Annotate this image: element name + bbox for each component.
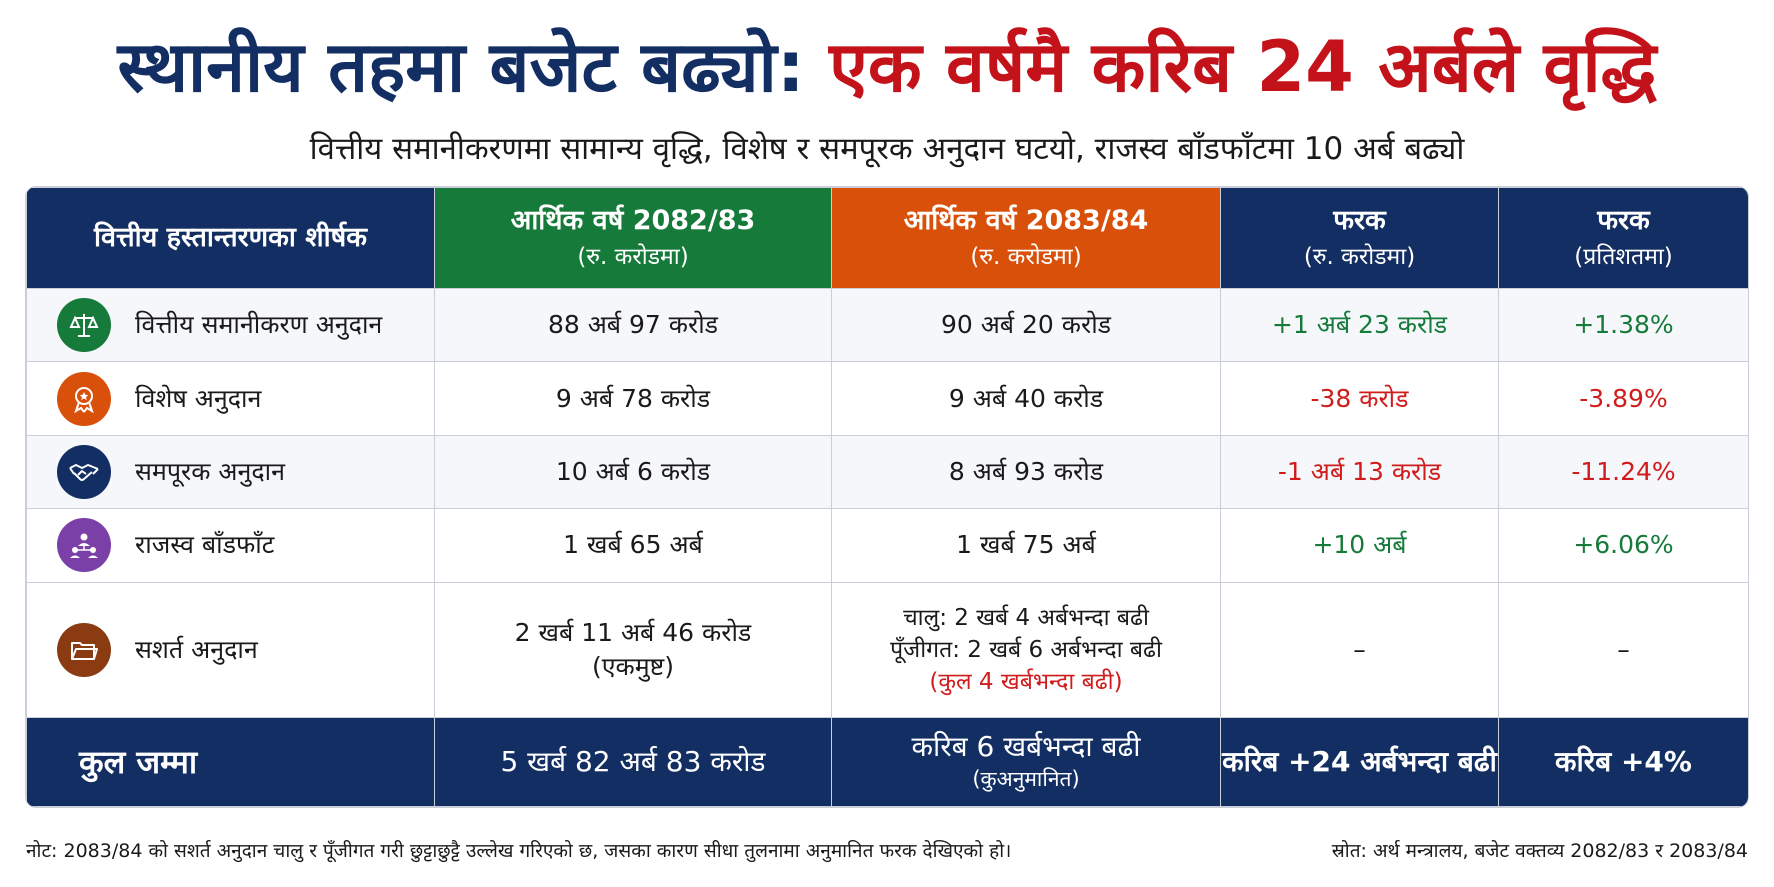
table-row: समपूरक अनुदान 10 अर्ब 6 करोड 8 अर्ब 93 क… xyxy=(26,434,1748,510)
pct-value: -11.24% xyxy=(1498,434,1748,510)
fy1-value: 10 अर्ब 6 करोड xyxy=(434,434,832,510)
total-label: कुल जम्मा xyxy=(26,717,435,807)
pct-value: – xyxy=(1498,581,1748,719)
diff-value: +10 अर्ब xyxy=(1220,508,1499,583)
diff-value: -38 करोड xyxy=(1220,361,1499,436)
header-diff-percent: फरक (प्रतिशतमा) xyxy=(1498,187,1748,289)
handshake-icon xyxy=(57,445,111,500)
row-label: राजस्व बाँडफाँट xyxy=(135,530,275,560)
folder-icon xyxy=(57,623,111,678)
diff-value: – xyxy=(1220,581,1499,719)
award-ribbon-icon xyxy=(57,371,111,426)
row-label: वित्तीय समानीकरण अनुदान xyxy=(135,310,383,340)
fy2-value: 8 अर्ब 93 करोड xyxy=(831,434,1221,510)
fy1-value: 1 खर्ब 65 अर्ब xyxy=(434,508,832,583)
fy2-value: चालु: 2 खर्ब 4 अर्बभन्दा बढी पूँजीगत: 2 … xyxy=(831,581,1221,719)
fy1-value: 88 अर्ब 97 करोड xyxy=(434,287,832,363)
scales-icon xyxy=(57,298,111,353)
row-label-cell: समपूरक अनुदान xyxy=(26,434,435,510)
footer-source: स्रोत: अर्थ मन्त्रालय, बजेट वक्तव्य 2082… xyxy=(1331,840,1748,862)
row-label-cell: राजस्व बाँडफाँट xyxy=(26,508,435,583)
page-subtitle: वित्तीय समानीकरणमा सामान्य वृद्धि, विशेष… xyxy=(309,131,1465,167)
footer-note: नोट: 2083/84 को सशर्त अनुदान चालु र पूँज… xyxy=(26,840,1012,862)
table-row: राजस्व बाँडफाँट 1 खर्ब 65 अर्ब 1 खर्ब 75… xyxy=(26,508,1748,583)
row-label: सशर्त अनुदान xyxy=(135,635,258,665)
total-fy2: करिब 6 खर्बभन्दा बढी (कुअनुमानित) xyxy=(831,717,1221,807)
transfer-table: वित्तीय हस्तान्तरणका शीर्षक आर्थिक वर्ष … xyxy=(26,187,1748,807)
title-part-1: स्थानीय तहमा बजेट बढ्यो: xyxy=(117,26,805,108)
header-fy-2082-83: आर्थिक वर्ष 2082/83 (रु. करोडमा) xyxy=(434,187,832,289)
table-header-row: वित्तीय हस्तान्तरणका शीर्षक आर्थिक वर्ष … xyxy=(26,187,1748,289)
fy2-value: 1 खर्ब 75 अर्ब xyxy=(831,508,1221,583)
table-row: विशेष अनुदान 9 अर्ब 78 करोड 9 अर्ब 40 कर… xyxy=(26,361,1748,436)
table-row-conditional: सशर्त अनुदान 2 खर्ब 11 अर्ब 46 करोड (एकम… xyxy=(26,581,1748,719)
row-label: समपूरक अनुदान xyxy=(135,457,286,487)
page-title: स्थानीय तहमा बजेट बढ्यो: एक वर्षमै करिब … xyxy=(0,22,1774,112)
header-title: वित्तीय हस्तान्तरणका शीर्षक xyxy=(26,187,435,289)
title-part-2: एक वर्षमै करिब 24 अर्बले वृद्धि xyxy=(829,26,1657,108)
pct-value: -3.89% xyxy=(1498,361,1748,436)
fy2-value: 9 अर्ब 40 करोड xyxy=(831,361,1221,436)
fy1-value: 2 खर्ब 11 अर्ब 46 करोड (एकमुष्ट) xyxy=(434,581,832,719)
pct-value: +1.38% xyxy=(1498,287,1748,363)
network-users-icon xyxy=(57,518,111,573)
pct-value: +6.06% xyxy=(1498,508,1748,583)
row-label-cell: वित्तीय समानीकरण अनुदान xyxy=(26,287,435,363)
fy2-value: 90 अर्ब 20 करोड xyxy=(831,287,1221,363)
header-fy-2083-84: आर्थिक वर्ष 2083/84 (रु. करोडमा) xyxy=(831,187,1221,289)
total-pct: करिब +4% xyxy=(1498,717,1748,807)
header-diff-amount: फरक (रु. करोडमा) xyxy=(1220,187,1499,289)
fy1-value: 9 अर्ब 78 करोड xyxy=(434,361,832,436)
total-row: कुल जम्मा 5 खर्ब 82 अर्ब 83 करोड करिब 6 … xyxy=(26,717,1748,807)
row-label-cell: विशेष अनुदान xyxy=(26,361,435,436)
diff-value: -1 अर्ब 13 करोड xyxy=(1220,434,1499,510)
table-row: वित्तीय समानीकरण अनुदान 88 अर्ब 97 करोड … xyxy=(26,287,1748,363)
row-label-cell: सशर्त अनुदान xyxy=(26,581,435,719)
row-label: विशेष अनुदान xyxy=(135,383,262,413)
total-fy1: 5 खर्ब 82 अर्ब 83 करोड xyxy=(434,717,832,807)
diff-value: +1 अर्ब 23 करोड xyxy=(1220,287,1499,363)
total-diff: करिब +24 अर्बभन्दा बढी xyxy=(1220,717,1499,807)
